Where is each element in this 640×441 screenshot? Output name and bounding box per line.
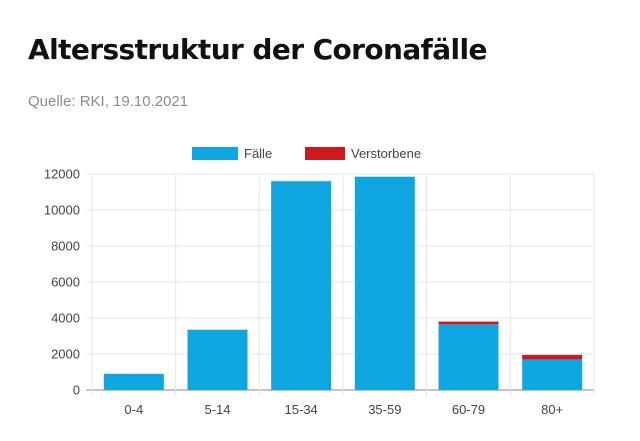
x-tick-label: 35-59 <box>368 402 401 417</box>
bar-faelle-60-79[interactable] <box>438 324 499 390</box>
x-tick-label: 60-79 <box>452 402 485 417</box>
x-tick-label: 15-34 <box>285 402 318 417</box>
y-tick-label: 6000 <box>51 275 80 290</box>
x-tick-label: 0-4 <box>124 402 143 417</box>
y-tick-label: 2000 <box>51 347 80 362</box>
chart-title: Altersstruktur der Coronafälle <box>28 33 488 66</box>
legend-label[interactable]: Verstorbene <box>351 146 421 161</box>
legend[interactable]: Fälle Verstorbene <box>192 146 421 161</box>
bar-faelle-80+[interactable] <box>522 359 583 390</box>
bar-faelle-35-59[interactable] <box>354 176 415 390</box>
y-tick-label: 0 <box>73 383 80 398</box>
chart-source: Quelle: RKI, 19.10.2021 <box>28 93 189 110</box>
y-tick-label: 8000 <box>51 239 80 254</box>
bar-verstorbene-80+[interactable] <box>522 354 583 360</box>
legend-swatch[interactable] <box>192 147 238 160</box>
legend-swatch[interactable] <box>305 147 345 160</box>
legend-label[interactable]: Fälle <box>244 146 272 161</box>
axis-layer: 0 2000 4000 6000 8000 10000 12000 0-4 5-14 15-34 3… <box>44 167 563 418</box>
y-tick-label: 12000 <box>44 167 80 182</box>
y-tick-label: 10000 <box>44 203 80 218</box>
x-tick-label: 80+ <box>541 402 563 417</box>
y-tick-label: 4000 <box>51 311 80 326</box>
bar-faelle-15-34[interactable] <box>271 181 332 390</box>
bar-layer <box>103 176 583 390</box>
grid-layer <box>86 173 595 396</box>
bar-faelle-5-14[interactable] <box>187 329 248 390</box>
x-tick-label: 5-14 <box>204 402 230 417</box>
bar-verstorbene-60-79[interactable] <box>438 321 499 325</box>
bar-faelle-0-4[interactable] <box>103 373 164 390</box>
